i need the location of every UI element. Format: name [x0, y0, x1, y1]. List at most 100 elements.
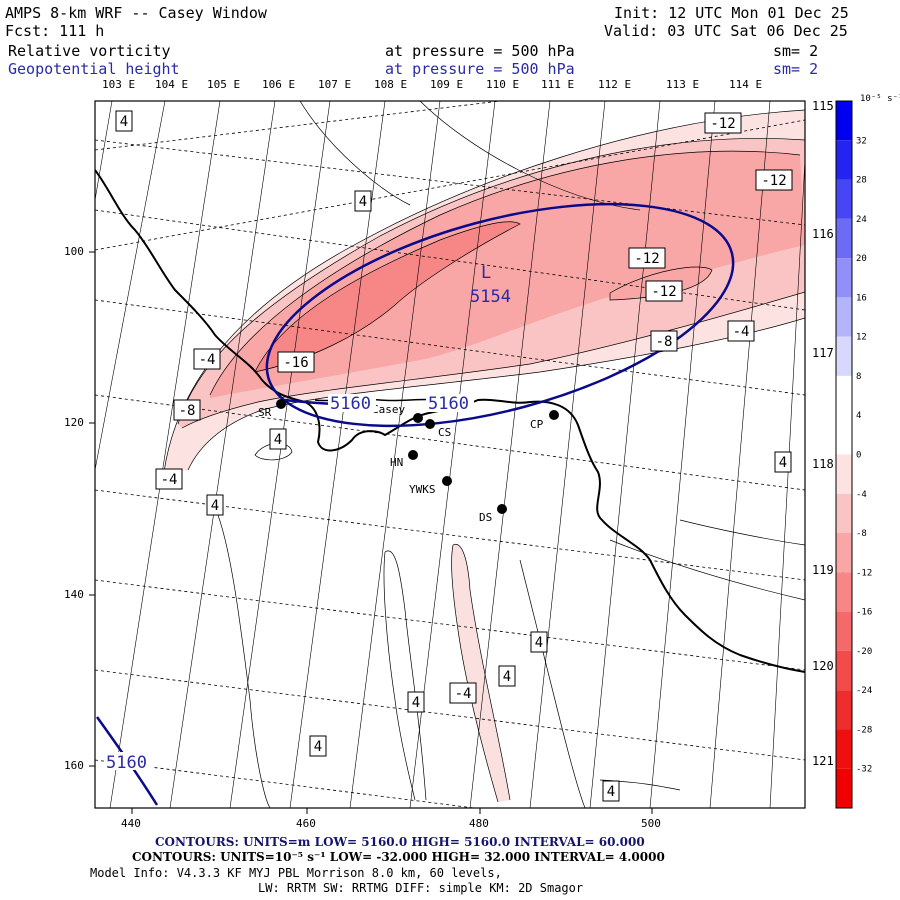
- vort-label: 4: [206, 494, 224, 516]
- colorbar-unit: 10⁻⁵ s⁻¹: [860, 94, 900, 104]
- colorbar-label: -4: [856, 490, 867, 500]
- svg-text:-8: -8: [179, 403, 196, 419]
- colorbar-swatch: [836, 218, 852, 259]
- vort-label: -12: [645, 280, 683, 302]
- height-label-5160: 5160: [106, 753, 147, 773]
- colorbar-label: -20: [856, 647, 872, 657]
- colorbar-label: 12: [856, 333, 867, 343]
- station-labels: SR Casey CS CP HN YWKS DS: [258, 403, 544, 524]
- station-label-casey: Casey: [372, 403, 405, 416]
- vort-label: 4: [498, 665, 516, 687]
- colorbar-swatch: [836, 650, 852, 691]
- station-label-hn: HN: [390, 456, 403, 469]
- colorbar-swatch: [836, 690, 852, 730]
- station-label-cs: CS: [438, 426, 451, 439]
- colorbar-label: 16: [856, 293, 867, 303]
- station-label-cp: CP: [530, 418, 544, 431]
- y-tick-label: 120: [64, 416, 84, 429]
- vort-label: -12: [628, 247, 666, 269]
- colorbar-label: -28: [856, 725, 872, 735]
- svg-text:4: 4: [779, 455, 787, 471]
- plot-frame: [94, 100, 806, 809]
- svg-text:-4: -4: [455, 686, 472, 702]
- colorbar-swatch: [836, 533, 852, 573]
- colorbar-swatch: [836, 258, 852, 298]
- x-tick-label: 480: [469, 817, 489, 830]
- colorbar-label: 32: [856, 136, 867, 146]
- colorbar-label: 24: [856, 215, 867, 225]
- colorbar-frame: [835, 100, 853, 809]
- vort-label: -4: [155, 468, 183, 490]
- station-marker-casey: [413, 413, 423, 423]
- colorbar-swatch: [836, 179, 852, 219]
- vort-label: 4: [354, 190, 372, 212]
- vort-label: 4: [269, 428, 287, 450]
- svg-text:4: 4: [314, 739, 322, 755]
- colorbar-swatch: [836, 140, 852, 180]
- colorbar-swatch: [836, 297, 852, 337]
- colorbar-label: -12: [856, 568, 872, 578]
- vort-label: 4: [309, 735, 327, 757]
- field-2-level: at pressure = 500 hPa: [385, 60, 575, 78]
- field-2-name: Geopotential height: [8, 60, 180, 78]
- colorbar-label: 20: [856, 254, 867, 264]
- vorticity-contour-labels: -12 -12 -12 -12 -16 -8 -8 -4 -4 -4 -4 4 …: [115, 110, 793, 802]
- lon-label: 112 E: [598, 78, 632, 91]
- station-markers: [276, 399, 559, 514]
- lon-label: 106 E: [262, 78, 296, 91]
- svg-text:4: 4: [503, 669, 511, 685]
- colorbar-swatch: [836, 493, 852, 534]
- lon-label: 114 E: [729, 78, 763, 91]
- colorbar-swatch: [836, 729, 852, 769]
- x-tick-label: 500: [641, 817, 661, 830]
- y-tick-label: 140: [64, 588, 84, 601]
- lon-label: 111 E: [541, 78, 575, 91]
- vort-label: -4: [449, 682, 477, 704]
- lon-label: 108 E: [374, 78, 408, 91]
- vort-label: -4: [193, 348, 221, 370]
- colorbar-swatch: [836, 611, 852, 651]
- field-1-smooth: sm= 2: [773, 42, 819, 60]
- svg-text:-12: -12: [761, 173, 786, 189]
- colorbar-swatch: [836, 768, 852, 808]
- height-label-5160: 5160: [330, 394, 371, 414]
- forecast-hour: Fcst: 111 h: [5, 22, 105, 40]
- svg-text:4: 4: [607, 784, 615, 800]
- lon-label: 113 E: [666, 78, 700, 91]
- svg-text:4: 4: [535, 635, 543, 651]
- vorticity-fill-band-south: [451, 544, 510, 802]
- vorticity-fill-minus-12: [210, 151, 805, 398]
- svg-text:-12: -12: [651, 284, 676, 300]
- vort-label: 4: [530, 631, 548, 653]
- colorbar-swatch: [836, 572, 852, 612]
- svg-text:-4: -4: [199, 352, 216, 368]
- coastline: [95, 169, 805, 673]
- svg-text:4: 4: [274, 432, 282, 448]
- station-label-ds: DS: [479, 511, 492, 524]
- x-tick-label: 440: [121, 817, 141, 830]
- svg-text:-12: -12: [634, 251, 659, 267]
- lon-label: 107 E: [318, 78, 352, 91]
- vort-label: -16: [277, 351, 315, 373]
- height-contour-5154: [265, 202, 735, 428]
- station-marker-ds: [497, 504, 507, 514]
- colorbar-label: 4: [856, 411, 861, 421]
- y-tick-label: 160: [64, 759, 84, 772]
- vort-label: 4: [774, 451, 792, 473]
- field-1-level: at pressure = 500 hPa: [385, 42, 575, 60]
- meridians: [95, 101, 805, 808]
- vorticity-contour-info: CONTOURS: UNITS=10⁻⁵ s⁻¹ LOW= -32.000 HI…: [132, 850, 665, 864]
- height-label-5160: 5160: [428, 394, 469, 414]
- colorbar-swatch: [836, 454, 852, 494]
- y-tick-label: 100: [64, 245, 84, 258]
- vort-label: 4: [407, 691, 425, 713]
- vort-label: -8: [173, 399, 201, 421]
- colorbar-swatch: [836, 375, 852, 416]
- colorbar-swatch: [836, 415, 852, 455]
- svg-text:4: 4: [359, 194, 367, 210]
- physics-info: LW: RRTM SW: RRTMG DIFF: simple KM: 2D S…: [258, 881, 584, 895]
- svg-text:4: 4: [120, 114, 128, 130]
- svg-text:-8: -8: [656, 334, 673, 350]
- svg-text:4: 4: [211, 498, 219, 514]
